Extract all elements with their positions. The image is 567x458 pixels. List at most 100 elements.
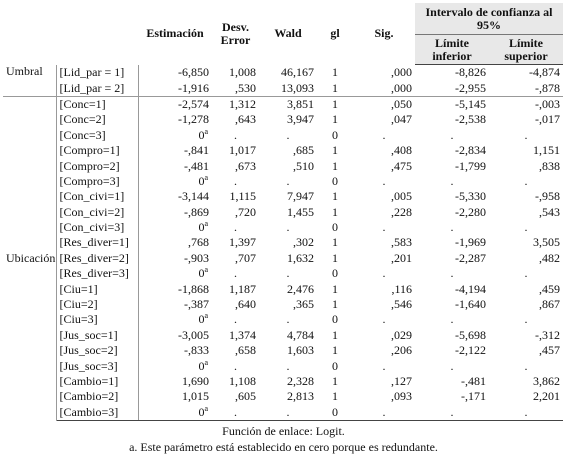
gl-cell: 0 bbox=[332, 173, 338, 188]
std-error-cell: ,720 bbox=[235, 204, 256, 219]
estimate-cell: -3,005 bbox=[178, 327, 209, 342]
estimate-cell: -,387 bbox=[184, 297, 209, 312]
lower-limit-cell: . bbox=[450, 220, 454, 235]
table-row: [Conc=2] -1,278 ,643 3,947 1 ,047 -2,538 -,017 bbox=[3, 112, 563, 128]
upper-limit-cell: -,017 bbox=[535, 112, 560, 127]
parameter-cell: [Jus_soc=1] bbox=[56, 327, 139, 344]
wald-cell: ,302 bbox=[293, 235, 314, 250]
corner-cell-2 bbox=[56, 3, 138, 65]
parameter-cell: [Ciu=2] bbox=[56, 296, 139, 313]
estimate-cell: 0a bbox=[138, 312, 212, 327]
estimate-cell: -,903 bbox=[184, 250, 209, 265]
std-error-cell: ,605 bbox=[235, 389, 256, 404]
wald-cell: . bbox=[286, 127, 290, 142]
std-error-cell: . bbox=[234, 127, 237, 142]
footnote-marker: a bbox=[204, 219, 208, 229]
footnote-marker: a bbox=[204, 312, 208, 321]
std-error-cell: ,640 bbox=[235, 297, 256, 312]
parameter-cell: [Compro=1] bbox=[56, 142, 139, 159]
table-row: [Con_civi=3] 0a.. 0... bbox=[3, 219, 563, 236]
upper-limit-cell: -,958 bbox=[535, 189, 560, 204]
wald-cell: 2,813 bbox=[287, 389, 314, 404]
upper-limit-cell: ,867 bbox=[539, 297, 560, 312]
header-sig: Sig. bbox=[353, 3, 415, 65]
wald-cell: 3,851 bbox=[259, 95, 317, 113]
parameter-cell: [Conc=3] bbox=[56, 127, 139, 143]
sig-cell: ,408 bbox=[391, 143, 412, 158]
table-row: [Res_diver=3] 0a.. 0... bbox=[3, 266, 563, 282]
table-row: [Compro=3] 0a.. 0... bbox=[3, 173, 563, 190]
estimate-cell: -1,868 bbox=[178, 281, 209, 296]
parameter-cell: [Res_diver=3] bbox=[56, 266, 139, 282]
table-row: [Ciu=1] -1,868 1,187 2,476 1 ,116 -4,194 ,459 bbox=[3, 281, 563, 297]
sig-cell: ,047 bbox=[391, 112, 412, 127]
table-row: [Jus_soc=3] 0a.. 0... bbox=[3, 358, 563, 374]
gl-cell: 1 bbox=[332, 281, 338, 296]
std-error-cell: 1,374 bbox=[229, 327, 256, 342]
parameter-cell: [Conc=1] bbox=[56, 95, 139, 113]
estimate-cell: -,869 bbox=[184, 204, 209, 219]
gl-cell: 1 bbox=[332, 204, 338, 219]
sig-cell: . bbox=[382, 312, 386, 327]
wald-cell: 1,632 bbox=[287, 250, 314, 265]
sig-cell: . bbox=[382, 127, 386, 142]
footnote-marker: a bbox=[204, 266, 208, 275]
footnote-marker: a bbox=[204, 358, 208, 367]
gl-cell: 1 bbox=[332, 389, 338, 404]
estimate-value: 0 bbox=[198, 173, 205, 188]
corner-cell bbox=[3, 3, 56, 65]
wald-cell: 13,093 bbox=[281, 80, 314, 95]
lower-limit-cell: -1,640 bbox=[455, 297, 486, 312]
gl-cell: 1 bbox=[317, 95, 353, 113]
parameter-cell: [Conc=2] bbox=[56, 112, 139, 128]
estimate-cell: -,481 bbox=[184, 158, 209, 173]
gl-cell: 1 bbox=[332, 235, 338, 250]
table-body: Umbral [Lid_par = 1] -6,850 1,008 46,167 1 ,00… bbox=[3, 64, 563, 421]
group-label: Umbral bbox=[3, 64, 57, 97]
parameter-cell: [Ciu=3] bbox=[56, 312, 139, 328]
sig-cell: ,000 bbox=[391, 64, 412, 79]
parameter-cell: [Compro=3] bbox=[56, 173, 139, 190]
gl-cell: 1 bbox=[332, 374, 338, 388]
lower-limit-cell: -2,287 bbox=[455, 250, 486, 265]
parameter-cell: [Con_civi=1] bbox=[56, 189, 139, 205]
wald-cell: 2,328 bbox=[287, 374, 314, 388]
estimate-cell: -3,144 bbox=[178, 189, 209, 204]
estimate-cell: -1,916 bbox=[178, 80, 209, 95]
footnote-marker: a bbox=[204, 173, 208, 182]
parameter-cell: [Lid_par = 2] bbox=[56, 80, 139, 97]
wald-cell: . bbox=[286, 312, 290, 327]
std-error-cell: ,658 bbox=[235, 343, 256, 358]
sig-cell: ,201 bbox=[391, 250, 412, 265]
std-error-cell: . bbox=[234, 173, 237, 188]
header-limite-inferior: Límite inferior bbox=[415, 34, 489, 65]
sig-cell: ,583 bbox=[391, 235, 412, 250]
gl-cell: 1 bbox=[332, 343, 338, 358]
parameter-estimates-table: Estimación Desv. Error Wald gl Sig. Inte… bbox=[3, 3, 563, 421]
upper-limit-cell: 2,201 bbox=[533, 389, 560, 404]
lower-limit-cell: -2,280 bbox=[455, 204, 486, 219]
parameter-cell: [Lid_par = 1] bbox=[56, 64, 139, 81]
parameter-cell: [Res_diver=2] bbox=[56, 250, 139, 267]
gl-cell: 1 bbox=[332, 327, 338, 342]
parameter-cell: [Cambio=1] bbox=[56, 373, 139, 390]
lower-limit-cell: -2,834 bbox=[455, 143, 486, 158]
sig-cell: ,228 bbox=[391, 204, 412, 219]
gl-cell: 1 bbox=[332, 158, 338, 173]
lower-limit-cell: . bbox=[450, 127, 454, 142]
table-row: [Cambio=2] 1,015 ,605 2,813 1 ,093 -,171 2,201 bbox=[3, 389, 563, 405]
table-row: Umbral [Lid_par = 1] -6,850 1,008 46,167 1 ,00… bbox=[3, 64, 563, 97]
lower-limit-cell: -5,330 bbox=[455, 189, 486, 204]
std-error-cell: ,707 bbox=[235, 250, 256, 265]
upper-limit-cell: 3,862 bbox=[533, 374, 560, 388]
lower-limit-cell: . bbox=[450, 358, 454, 373]
group-label: Ubicación bbox=[3, 95, 57, 421]
gl-cell: 1 bbox=[332, 250, 338, 265]
estimate-cell: ,768 bbox=[188, 235, 209, 250]
parameter-cell: [Res_diver=1] bbox=[56, 235, 139, 251]
wald-cell: . bbox=[286, 173, 290, 188]
table-row: Ubicación [Conc=1] -2,574 1,312 3,851 1,050 -5… bbox=[3, 95, 563, 421]
sig-cell: . bbox=[382, 358, 386, 373]
upper-limit-cell: ,482 bbox=[539, 250, 560, 265]
